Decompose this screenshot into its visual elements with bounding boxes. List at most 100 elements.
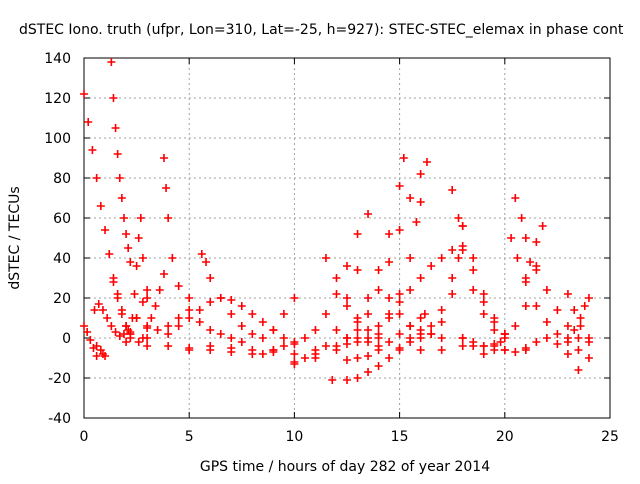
data-point — [138, 298, 147, 306]
data-point — [490, 314, 499, 322]
data-point — [563, 290, 572, 298]
data-point — [134, 234, 143, 242]
series-pass-13 — [164, 294, 288, 342]
data-point — [185, 344, 194, 352]
data-point — [185, 314, 194, 322]
series-pass-22 — [343, 334, 530, 354]
data-point — [513, 254, 522, 262]
data-point — [258, 350, 267, 358]
series-pass-29 — [427, 222, 509, 338]
data-point — [98, 306, 107, 314]
data-point — [269, 326, 278, 334]
data-point — [343, 262, 351, 270]
data-point — [90, 306, 99, 314]
data-point — [237, 322, 246, 330]
data-point — [364, 310, 373, 318]
data-point — [332, 274, 341, 282]
y-axis-label: dSTEC / TECUs — [7, 186, 23, 289]
x-tick-label: 10 — [285, 429, 303, 445]
series-pass-03 — [90, 300, 133, 340]
data-point — [448, 290, 457, 298]
series-pass-04 — [92, 342, 110, 360]
data-point — [216, 330, 225, 338]
data-point — [406, 322, 415, 330]
data-point — [117, 194, 126, 202]
data-point — [343, 376, 351, 384]
data-point — [364, 294, 373, 302]
data-point — [174, 322, 183, 330]
data-point — [105, 250, 114, 258]
data-point — [469, 266, 478, 274]
series-pass-14 — [197, 250, 299, 342]
data-point — [479, 290, 488, 298]
data-point — [237, 302, 246, 310]
data-point — [96, 202, 105, 210]
data-point — [109, 94, 118, 102]
x-tick-label: 15 — [391, 429, 409, 445]
series-pass-38 — [563, 294, 593, 342]
data-point — [83, 328, 92, 336]
data-point — [574, 366, 583, 374]
data-point — [374, 322, 383, 330]
data-point — [202, 258, 211, 266]
data-point — [227, 310, 236, 318]
data-point — [164, 322, 173, 330]
data-point — [448, 274, 457, 282]
data-point — [406, 194, 415, 202]
data-point — [290, 350, 299, 358]
data-point — [92, 342, 101, 350]
y-tick-label: 120 — [44, 91, 71, 107]
data-point — [395, 310, 404, 318]
data-point — [395, 182, 404, 190]
axes: 0 5 10 15 20 25 -40 -20 0 20 40 60 80 100 120 140 — [44, 51, 619, 445]
data-point — [511, 348, 520, 356]
data-point — [532, 262, 541, 270]
data-point — [364, 368, 373, 376]
data-point — [385, 294, 394, 302]
data-point — [496, 338, 505, 346]
data-point — [185, 306, 194, 314]
data-point — [458, 246, 467, 254]
data-point — [374, 342, 383, 350]
series-pass-11 — [132, 294, 194, 334]
data-point — [80, 322, 88, 330]
data-point — [416, 346, 425, 354]
data-point — [521, 234, 530, 242]
data-point — [162, 184, 171, 192]
data-point — [101, 352, 110, 360]
data-point — [84, 118, 93, 126]
data-point — [130, 290, 139, 298]
data-point — [124, 244, 133, 252]
data-point — [580, 302, 589, 310]
data-point — [332, 346, 341, 354]
series-pass-21 — [343, 310, 429, 364]
data-point — [538, 222, 547, 230]
data-point — [427, 330, 436, 338]
data-point — [353, 326, 362, 334]
data-point — [427, 322, 436, 330]
data-point — [570, 326, 579, 334]
y-tick-label: 100 — [44, 131, 71, 147]
data-point — [343, 302, 351, 310]
data-point — [374, 266, 383, 274]
data-point — [80, 90, 88, 98]
data-point — [279, 334, 288, 342]
data-point — [111, 124, 120, 132]
data-point — [206, 326, 215, 334]
series-pass-27 — [385, 294, 446, 342]
data-point — [532, 238, 541, 246]
data-point — [395, 298, 404, 306]
data-point — [570, 306, 579, 314]
series-pass-32 — [458, 266, 541, 350]
data-point — [321, 310, 330, 318]
data-point — [107, 322, 116, 330]
data-point — [117, 306, 126, 314]
data-point — [101, 226, 110, 234]
data-point — [416, 170, 425, 178]
data-point — [563, 322, 572, 330]
data-point — [420, 310, 429, 318]
data-point — [374, 286, 383, 294]
data-point — [109, 278, 118, 286]
data-point — [490, 342, 499, 350]
